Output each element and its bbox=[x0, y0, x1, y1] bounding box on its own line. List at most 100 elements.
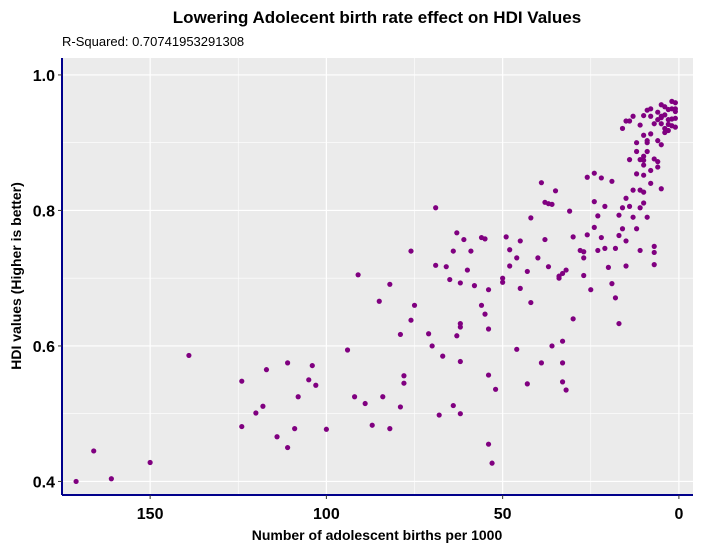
data-point bbox=[108, 476, 114, 482]
data-point bbox=[433, 262, 439, 268]
data-point bbox=[362, 400, 368, 407]
data-point bbox=[306, 377, 312, 383]
data-point bbox=[570, 234, 576, 240]
data-point bbox=[609, 178, 615, 184]
data-point bbox=[641, 153, 647, 159]
data-point bbox=[285, 444, 291, 451]
data-point bbox=[507, 263, 513, 269]
data-point bbox=[397, 404, 404, 410]
data-point bbox=[401, 373, 407, 379]
data-point bbox=[605, 264, 611, 270]
data-point bbox=[651, 262, 657, 268]
x-tick-label: 100 bbox=[313, 506, 340, 523]
data-point bbox=[612, 295, 619, 301]
data-point bbox=[641, 162, 647, 168]
data-point bbox=[641, 172, 647, 178]
data-point bbox=[482, 311, 488, 317]
data-point bbox=[641, 200, 647, 206]
data-point bbox=[567, 208, 573, 214]
data-point bbox=[598, 234, 604, 241]
x-axis-title: Number of adolescent births per 1000 bbox=[252, 527, 503, 543]
data-point bbox=[630, 187, 636, 193]
data-point bbox=[655, 138, 661, 144]
data-point bbox=[584, 232, 590, 238]
data-point bbox=[485, 441, 492, 447]
data-point bbox=[602, 245, 608, 251]
data-point bbox=[295, 394, 301, 400]
data-point bbox=[595, 247, 601, 254]
data-point bbox=[633, 148, 640, 155]
data-point bbox=[570, 316, 576, 322]
data-point bbox=[436, 412, 442, 418]
x-axis-ticks: 150 100 50 0 bbox=[137, 495, 683, 523]
data-point bbox=[528, 215, 534, 221]
data-point bbox=[648, 167, 654, 174]
data-point bbox=[559, 270, 566, 277]
data-point bbox=[672, 106, 678, 112]
data-point bbox=[644, 148, 650, 155]
data-point bbox=[672, 115, 678, 121]
data-point bbox=[644, 214, 650, 220]
data-point bbox=[619, 226, 626, 232]
data-point bbox=[616, 232, 622, 239]
data-point bbox=[186, 352, 192, 359]
data-point bbox=[535, 255, 541, 261]
data-point bbox=[500, 275, 506, 281]
data-point bbox=[581, 249, 587, 255]
data-point bbox=[658, 121, 664, 127]
data-point bbox=[397, 331, 404, 338]
data-point bbox=[655, 109, 661, 115]
data-point bbox=[648, 180, 654, 186]
data-point bbox=[323, 426, 329, 432]
data-point bbox=[612, 245, 619, 251]
plot-panel bbox=[62, 58, 693, 495]
data-point bbox=[492, 386, 499, 392]
x-tick-label: 150 bbox=[137, 506, 164, 523]
data-point bbox=[450, 248, 456, 254]
data-point bbox=[595, 213, 601, 219]
data-point bbox=[559, 360, 566, 366]
data-point bbox=[285, 360, 291, 366]
data-point bbox=[619, 125, 626, 132]
data-point bbox=[538, 180, 545, 186]
data-point bbox=[471, 283, 478, 289]
data-point bbox=[644, 138, 650, 144]
data-point bbox=[503, 234, 509, 240]
data-point bbox=[500, 279, 506, 285]
data-point bbox=[545, 264, 552, 270]
data-point bbox=[454, 333, 460, 339]
data-point bbox=[73, 478, 79, 485]
data-point bbox=[655, 164, 661, 170]
y-axis-title: HDI values (Higher is better) bbox=[8, 182, 24, 370]
data-point bbox=[581, 272, 587, 279]
data-point bbox=[489, 460, 495, 466]
data-point bbox=[563, 267, 569, 273]
data-point bbox=[147, 459, 153, 466]
data-point bbox=[485, 326, 492, 332]
data-point bbox=[630, 214, 636, 220]
data-point bbox=[443, 264, 449, 270]
data-point bbox=[468, 248, 474, 254]
data-point bbox=[602, 203, 608, 209]
data-point bbox=[447, 276, 453, 283]
data-point bbox=[457, 411, 463, 417]
data-point bbox=[387, 281, 393, 287]
data-point bbox=[478, 302, 485, 308]
data-point bbox=[549, 201, 555, 207]
data-point bbox=[351, 394, 358, 400]
data-point bbox=[514, 255, 520, 261]
data-point bbox=[461, 236, 467, 243]
y-tick-label: 0.8 bbox=[33, 203, 55, 220]
data-point bbox=[552, 188, 559, 194]
data-point bbox=[440, 353, 446, 359]
data-point bbox=[556, 273, 562, 279]
data-point bbox=[633, 226, 640, 232]
data-point bbox=[408, 248, 414, 254]
data-point bbox=[369, 422, 375, 428]
data-point bbox=[563, 387, 569, 393]
data-point bbox=[263, 367, 270, 373]
data-point bbox=[672, 100, 678, 106]
data-point bbox=[355, 272, 361, 278]
data-point bbox=[623, 238, 629, 244]
y-tick-label: 0.4 bbox=[33, 474, 55, 491]
